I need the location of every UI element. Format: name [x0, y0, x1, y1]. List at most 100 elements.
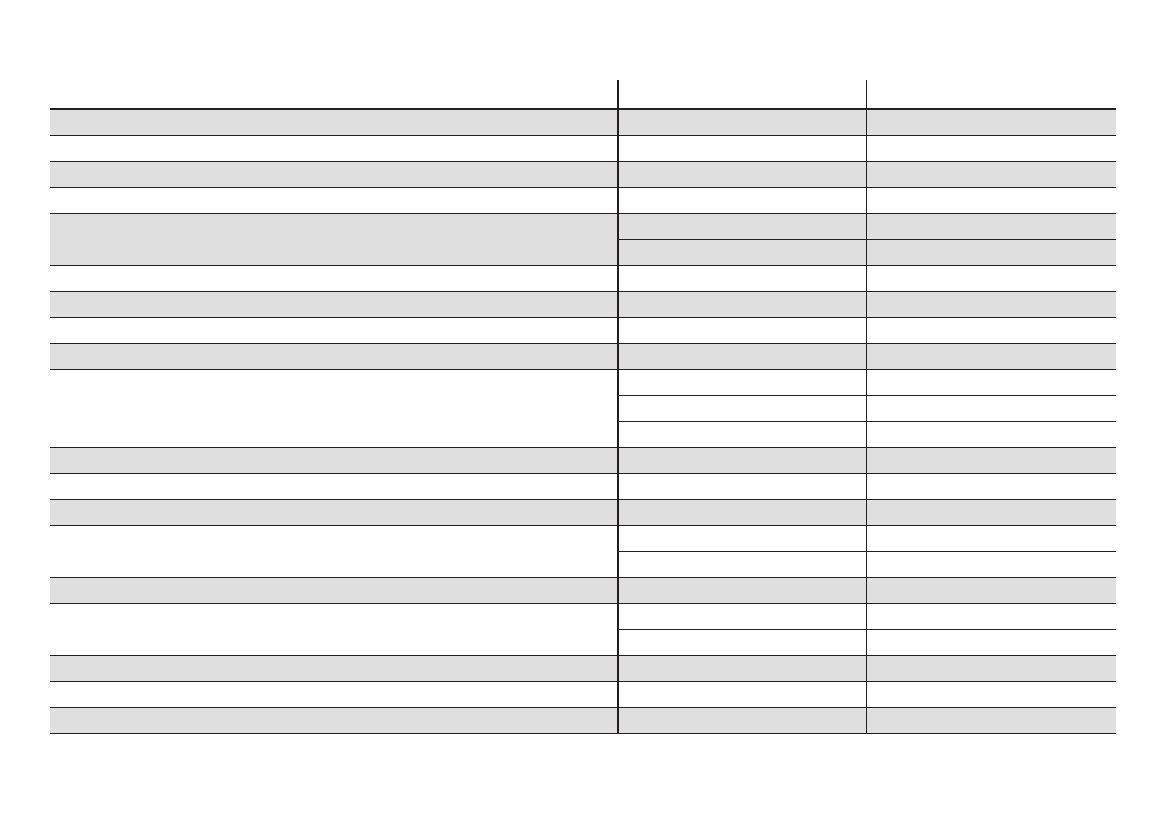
table-cell [619, 344, 867, 369]
table-cell [867, 526, 1116, 551]
table-row [50, 162, 1116, 188]
table-row [50, 526, 1116, 578]
table-row [50, 656, 1116, 682]
header-cell [619, 80, 867, 108]
table-cell [619, 396, 867, 421]
table-sub-row [619, 708, 1116, 733]
table-cell [619, 240, 867, 265]
row-label-cell [50, 370, 619, 447]
row-label-cell [50, 526, 619, 577]
table-cell [867, 578, 1116, 603]
table-cell [867, 214, 1116, 239]
table-row [50, 344, 1116, 370]
table-sub-row [619, 292, 1116, 317]
table-cell [619, 214, 867, 239]
table-row [50, 682, 1116, 708]
row-label-cell [50, 578, 619, 603]
row-label-cell [50, 656, 619, 681]
table-cell [867, 318, 1116, 343]
table-sub-row [619, 188, 1116, 213]
table-sub-row [619, 136, 1116, 161]
table-cell [867, 474, 1116, 499]
table-sub-row [619, 629, 1116, 655]
table-cell [619, 110, 867, 135]
table-cell [619, 318, 867, 343]
table-cell [619, 422, 867, 447]
table-cell [867, 396, 1116, 421]
table-row [50, 604, 1116, 656]
table-sub-row [619, 682, 1116, 707]
table-cell [619, 578, 867, 603]
table-cell [619, 266, 867, 291]
table-sub-row [619, 344, 1116, 369]
row-label-cell [50, 110, 619, 135]
table-body [50, 110, 1116, 734]
table-cell [867, 630, 1116, 655]
table-cell [619, 552, 867, 577]
table-sub-row [619, 448, 1116, 473]
table-sub-row [619, 526, 1116, 551]
row-label-cell [50, 136, 619, 161]
table-sub-row [619, 318, 1116, 343]
table-cell [619, 136, 867, 161]
table-cell [867, 552, 1116, 577]
table-sub-row [619, 578, 1116, 603]
table-cell [867, 682, 1116, 707]
table-sub-row [619, 239, 1116, 265]
row-label-cell [50, 162, 619, 187]
table-sub-row [619, 656, 1116, 681]
row-label-cell [50, 318, 619, 343]
header-cell [867, 80, 1116, 108]
table-sub-row [619, 370, 1116, 395]
table-sub-row [619, 266, 1116, 291]
table-sub-row [619, 110, 1116, 135]
table-sub-row [619, 162, 1116, 187]
row-label-cell [50, 214, 619, 265]
row-label-cell [50, 708, 619, 733]
table-cell [867, 266, 1116, 291]
data-table [50, 80, 1116, 734]
row-label-cell [50, 682, 619, 707]
row-label-cell [50, 266, 619, 291]
row-label-cell [50, 188, 619, 213]
row-label-cell [50, 500, 619, 525]
row-label-cell [50, 604, 619, 655]
table-row [50, 448, 1116, 474]
table-row [50, 474, 1116, 500]
table-cell [867, 162, 1116, 187]
table-cell [867, 292, 1116, 317]
table-sub-row [619, 395, 1116, 421]
table-cell [619, 448, 867, 473]
table-row [50, 318, 1116, 344]
table-header-row [50, 80, 1116, 110]
table-cell [619, 370, 867, 395]
table-sub-row [619, 551, 1116, 577]
table-row [50, 136, 1116, 162]
table-cell [619, 682, 867, 707]
table-cell [867, 448, 1116, 473]
table-cell [867, 604, 1116, 629]
table-cell [619, 526, 867, 551]
row-label-cell [50, 344, 619, 369]
header-cell [50, 80, 619, 108]
table-cell [867, 344, 1116, 369]
table-row [50, 578, 1116, 604]
row-label-cell [50, 292, 619, 317]
table-cell [867, 370, 1116, 395]
table-cell [867, 110, 1116, 135]
table-cell [867, 656, 1116, 681]
table-cell [619, 708, 867, 733]
table-row [50, 110, 1116, 136]
table-cell [867, 188, 1116, 213]
table-cell [619, 474, 867, 499]
table-sub-row [619, 500, 1116, 525]
table-cell [619, 656, 867, 681]
table-cell [619, 162, 867, 187]
table-cell [619, 630, 867, 655]
row-label-cell [50, 474, 619, 499]
table-sub-row [619, 604, 1116, 629]
table-sub-row [619, 474, 1116, 499]
row-label-cell [50, 448, 619, 473]
table-cell [867, 240, 1116, 265]
table-row [50, 292, 1116, 318]
